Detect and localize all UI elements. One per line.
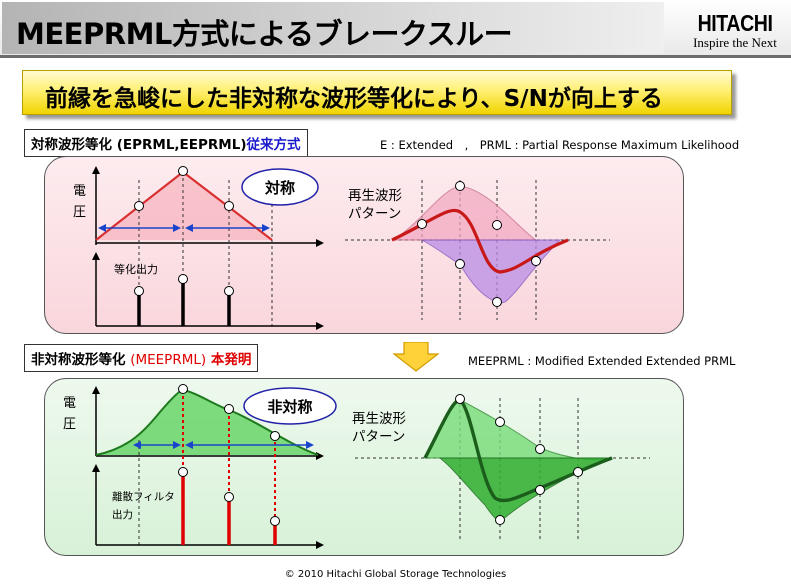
title-box: MEEPRML方式によるブレークスルー — [2, 2, 664, 54]
sample-point — [134, 201, 144, 211]
waveform-sample — [495, 417, 505, 427]
logo-wordmark: HITACHI — [697, 10, 773, 36]
hitachi-logo: HITACHI Inspire the Next — [691, 10, 779, 51]
invention-label-highlight: 本発明 — [210, 352, 252, 368]
meeprml-abbrev-note: MEEPRML : Modified Extended Extended PRM… — [468, 354, 736, 368]
waveform-label-line2: パターン — [352, 429, 405, 445]
asymmetric-pulse-fill — [96, 390, 318, 455]
symmetric-badge — [241, 168, 319, 206]
voltage-axis-label-2: 圧 — [73, 205, 86, 220]
waveform-sample — [492, 220, 502, 230]
invention-label-text: 非対称波形等化 — [31, 352, 126, 368]
stem-tip — [134, 286, 144, 296]
top-x-axis-arrow — [316, 239, 324, 247]
conventional-panel — [44, 156, 684, 334]
voltage-axis-label-2: 圧 — [63, 417, 76, 432]
stem-tip — [224, 492, 234, 502]
width-arrow-right-head-l — [185, 224, 193, 232]
top-y-axis-arrow — [92, 386, 100, 394]
stem-tip — [178, 274, 188, 284]
symmetric-waveform — [391, 208, 569, 274]
width-arrow-right-head-l — [185, 441, 193, 449]
eprml-abbrev-note: E : Extended , PRML : Partial Response M… — [380, 138, 740, 152]
waveform-sample — [492, 297, 502, 307]
waveform-sample — [455, 181, 465, 191]
asymmetric-badge — [243, 387, 337, 425]
waveform-sample — [535, 485, 545, 495]
invention-method-label: 非対称波形等化 (MEEPRML) 本発明 — [24, 344, 259, 372]
conventional-method-label: 対称波形等化 (EPRML,EEPRML)従来方式 — [24, 129, 308, 157]
top-y-axis-arrow — [92, 166, 100, 174]
width-arrow-left-head-r — [173, 441, 181, 449]
sample-point — [224, 201, 234, 211]
width-arrow-right-head-r — [262, 224, 270, 232]
waveform-sample — [455, 259, 465, 269]
discrete-filter-label-2: 出力 — [112, 508, 133, 521]
conventional-label-text: 対称波形等化 (EPRML,EEPRML) — [31, 137, 247, 153]
logo-tagline: Inspire the Next — [693, 35, 777, 50]
stem-tip — [224, 286, 234, 296]
waveform-sample — [417, 219, 427, 229]
equalizer-output-label: 等化出力 — [114, 262, 158, 276]
symmetric-pulse-fill — [96, 172, 272, 240]
waveform-label-line2: パターン — [348, 206, 401, 222]
sample-point — [178, 384, 188, 394]
waveform-label-line1: 再生波形 — [348, 188, 402, 204]
waveform-sample — [535, 444, 545, 454]
bottom-y-axis-arrow — [92, 464, 100, 472]
slide-title: MEEPRML方式によるブレークスルー — [16, 17, 513, 51]
symmetric-badge-text: 対称 — [264, 179, 295, 197]
slide-header: MEEPRML方式によるブレークスルー HITACHI Inspire the … — [0, 0, 791, 58]
sample-point — [178, 166, 188, 176]
width-arrow-left-head-l — [133, 441, 141, 449]
conventional-label-highlight: 従来方式 — [246, 137, 301, 153]
copyright-footer: © 2010 Hitachi Global Storage Technologi… — [284, 569, 507, 580]
stem-tip — [270, 516, 280, 526]
bottom-x-axis-arrow — [316, 541, 324, 549]
key-message-banner: 前縁を急峻にした非対称な波形等化により、S/Nが向上する — [22, 70, 732, 115]
top-x-axis-arrow — [316, 452, 324, 460]
width-arrow-left-head-l — [98, 224, 106, 232]
voltage-axis-label-1: 電 — [63, 396, 76, 411]
invention-label-paren: (MEEPRML) — [130, 352, 207, 368]
waveform-sample — [573, 467, 583, 477]
waveform-sample — [495, 515, 505, 525]
bottom-y-axis-arrow — [92, 252, 100, 260]
banner-text: 前縁を急峻にした非対称な波形等化により、S/Nが向上する — [45, 86, 663, 112]
voltage-axis-label-1: 電 — [73, 184, 86, 199]
discrete-filter-label-1: 離散フィルタ — [112, 490, 175, 503]
sample-point — [270, 431, 280, 441]
stem-tip — [178, 467, 188, 477]
sample-point — [224, 404, 234, 414]
transition-arrow-icon — [392, 342, 440, 372]
waveform-sample — [531, 256, 541, 266]
asymmetric-waveform — [423, 398, 613, 503]
waveform-sample — [455, 394, 465, 404]
bottom-x-axis-arrow — [316, 322, 324, 330]
width-arrow-right-head-r — [306, 441, 314, 449]
waveform-label-line1: 再生波形 — [352, 411, 406, 427]
asymmetric-badge-text: 非対称 — [267, 398, 312, 416]
width-arrow-left-head-r — [173, 224, 181, 232]
